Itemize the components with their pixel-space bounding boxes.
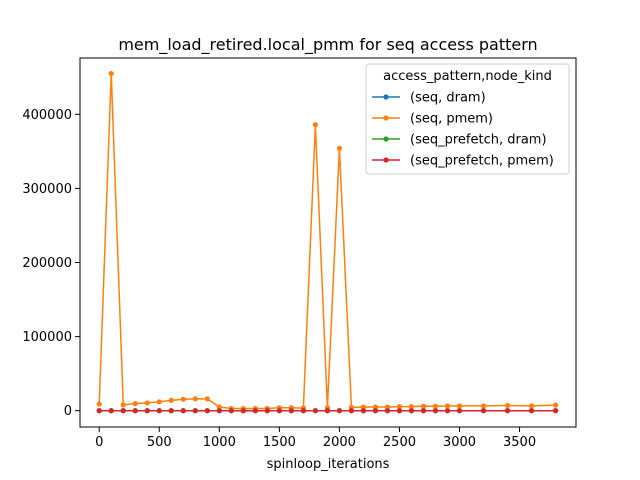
- x-tick-label: 3500: [503, 435, 536, 450]
- data-point: [192, 408, 198, 414]
- legend-entry: (seq, dram): [372, 91, 486, 106]
- data-point: [156, 408, 162, 414]
- x-tick-label: 0: [95, 435, 103, 450]
- data-point: [444, 403, 451, 409]
- data-point: [552, 402, 559, 408]
- legend-marker: [383, 94, 389, 100]
- data-point: [180, 396, 186, 402]
- series-3: [96, 408, 559, 414]
- data-point: [144, 400, 150, 406]
- data-point: [324, 408, 330, 414]
- x-tick-label: 3000: [443, 435, 476, 450]
- data-point: [408, 408, 415, 414]
- legend-marker: [383, 136, 389, 142]
- legend-label: (seq, pmem): [410, 112, 493, 127]
- data-point: [504, 402, 511, 409]
- x-tick-label: 500: [147, 435, 172, 450]
- data-point: [228, 408, 234, 414]
- data-point: [108, 70, 114, 77]
- data-point: [156, 399, 162, 405]
- legend-entry: (seq, pmem): [372, 112, 493, 127]
- data-point: [336, 145, 343, 151]
- data-point: [132, 408, 138, 414]
- y-axis: 0 100000 200000 300000 400000: [22, 108, 80, 419]
- data-point: [420, 408, 427, 414]
- y-tick-label: 300000: [22, 182, 72, 197]
- data-point: [180, 408, 186, 414]
- data-point: [348, 408, 355, 414]
- data-point: [312, 408, 318, 414]
- chart-title: mem_load_retired.local_pmm for seq acces…: [118, 35, 537, 55]
- data-point: [204, 408, 210, 414]
- x-tick-label: 1000: [203, 435, 236, 450]
- x-axis-title: spinloop_iterations: [267, 457, 390, 472]
- data-point: [240, 408, 246, 414]
- legend-label: (seq_prefetch, dram): [410, 133, 547, 148]
- y-tick-label: 400000: [22, 108, 72, 123]
- data-point: [444, 408, 451, 414]
- data-point: [288, 408, 294, 414]
- data-point: [372, 408, 379, 414]
- data-point: [420, 403, 427, 409]
- data-point: [528, 408, 535, 414]
- data-point: [168, 397, 174, 403]
- data-point: [552, 408, 559, 414]
- x-axis: 0 500 1000 1500 2000 2500 3000 3500: [95, 427, 536, 450]
- data-point: [396, 404, 403, 410]
- legend-marker: [383, 157, 389, 163]
- data-point: [360, 408, 367, 414]
- data-point: [264, 408, 270, 414]
- data-point: [216, 408, 222, 414]
- data-point: [528, 403, 535, 409]
- legend-label: (seq, dram): [410, 91, 486, 106]
- data-point: [192, 396, 198, 402]
- data-point: [372, 404, 379, 410]
- data-point: [504, 408, 511, 414]
- data-point: [144, 408, 150, 414]
- data-point: [384, 404, 391, 410]
- legend-title: access_pattern,node_kind: [383, 69, 552, 84]
- data-point: [120, 402, 126, 408]
- legend-entry: (seq_prefetch, dram): [372, 133, 547, 148]
- data-point: [96, 408, 102, 414]
- data-point: [396, 408, 403, 414]
- legend-box: [365, 63, 570, 175]
- data-point: [168, 408, 174, 414]
- legend: access_pattern,node_kind (seq, dram) (seq…: [365, 63, 570, 175]
- y-tick-label: 200000: [22, 256, 72, 271]
- x-tick-label: 1500: [263, 435, 296, 450]
- data-point: [480, 403, 487, 409]
- legend-marker: [383, 115, 389, 121]
- data-point: [480, 408, 487, 414]
- data-point: [456, 408, 463, 414]
- data-point: [108, 408, 114, 414]
- data-point: [120, 408, 126, 414]
- data-point: [336, 408, 343, 414]
- data-point: [408, 404, 415, 410]
- data-point: [252, 408, 258, 414]
- data-point: [204, 396, 210, 402]
- y-tick-label: 100000: [22, 330, 72, 345]
- legend-label: (seq_prefetch, pmem): [410, 154, 554, 169]
- data-point: [432, 403, 439, 409]
- data-point: [300, 408, 306, 414]
- data-point: [432, 408, 439, 414]
- data-point: [216, 404, 222, 410]
- data-point: [276, 408, 282, 414]
- y-tick-label: 0: [64, 404, 72, 419]
- data-point: [132, 401, 138, 407]
- data-point: [312, 122, 318, 128]
- data-point: [456, 403, 463, 409]
- x-tick-label: 2500: [383, 435, 416, 450]
- plot-area: [96, 70, 559, 414]
- data-point: [96, 401, 102, 407]
- data-point: [384, 408, 391, 414]
- x-tick-label: 2000: [323, 435, 356, 450]
- axes-frame: [79, 57, 577, 428]
- data-point: [360, 404, 367, 410]
- legend-entry: (seq_prefetch, pmem): [372, 154, 554, 169]
